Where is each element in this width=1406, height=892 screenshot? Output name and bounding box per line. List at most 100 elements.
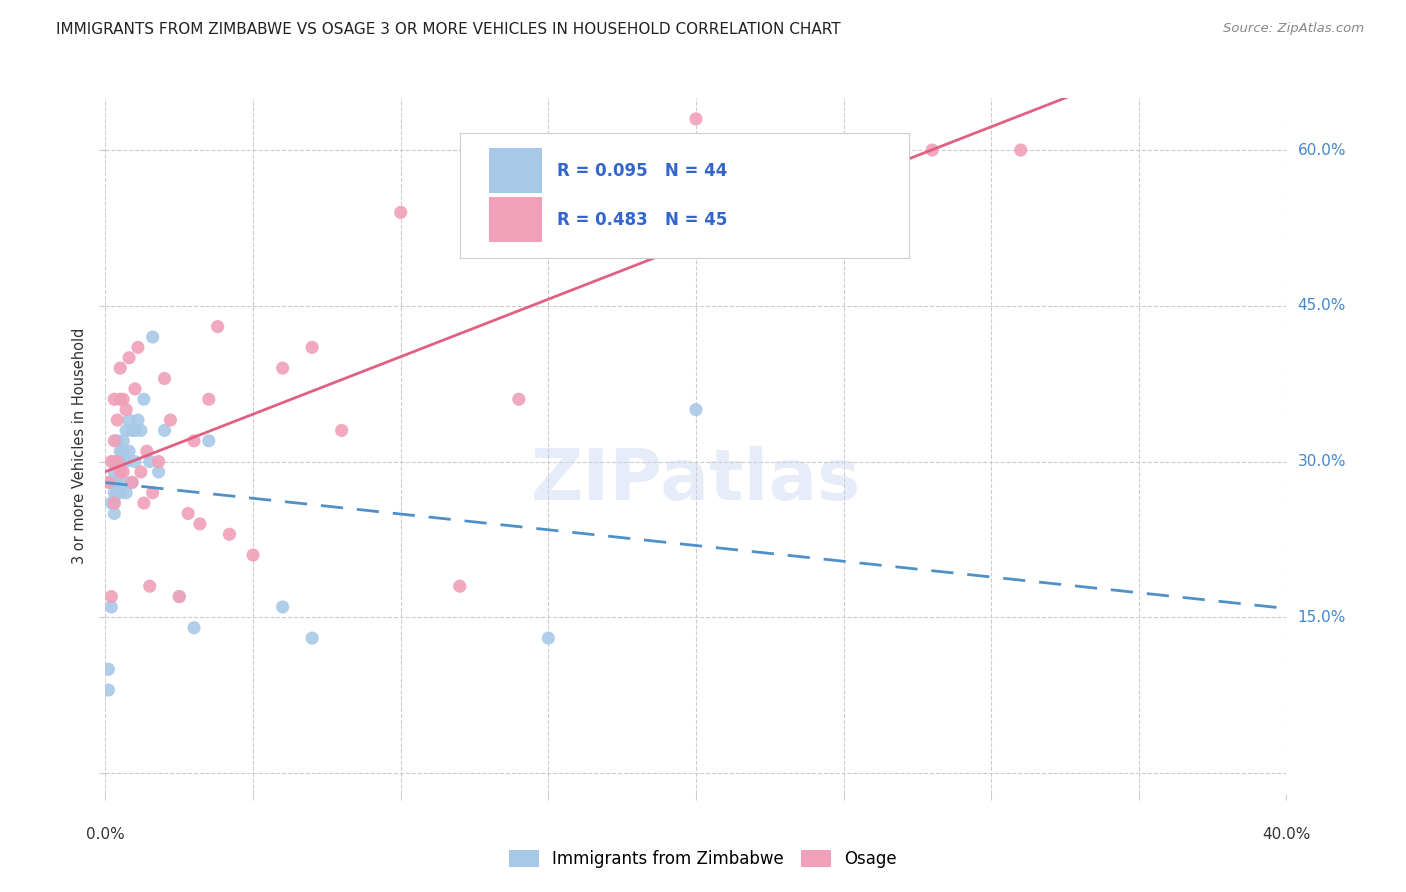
Point (124, 454, 146, 468)
Point (103, 507, 125, 521)
Point (153, 424, 176, 438)
Point (188, 516, 211, 531)
Point (330, 424, 353, 438)
Point (103, 496, 125, 510)
Point (124, 382, 146, 396)
Point (115, 402, 138, 417)
Point (112, 434, 135, 448)
Point (105, 454, 128, 468)
Point (110, 392, 132, 407)
Point (685, 402, 707, 417)
Point (103, 392, 125, 407)
Point (138, 454, 160, 468)
Point (118, 444, 141, 458)
Point (177, 507, 200, 521)
Point (301, 340, 323, 354)
Point (508, 392, 530, 407)
Text: Source: ZipAtlas.com: Source: ZipAtlas.com (1223, 22, 1364, 36)
Point (121, 475, 143, 490)
Point (100, 599, 122, 614)
Legend: Immigrants from Zimbabwe, Osage: Immigrants from Zimbabwe, Osage (502, 843, 904, 875)
Point (127, 340, 149, 354)
Point (148, 454, 170, 468)
Point (110, 465, 132, 479)
Point (197, 434, 219, 448)
Point (271, 599, 294, 614)
Point (112, 465, 135, 479)
Point (110, 444, 132, 458)
Text: 30.0%: 30.0% (1298, 454, 1346, 469)
Point (159, 413, 181, 427)
Text: 45.0%: 45.0% (1298, 298, 1346, 313)
Point (110, 485, 132, 500)
Point (100, 590, 122, 604)
Y-axis label: 3 or more Vehicles in Household: 3 or more Vehicles in Household (72, 328, 87, 564)
Point (121, 475, 143, 490)
Point (105, 454, 128, 468)
Point (105, 434, 128, 448)
Point (100, 475, 122, 490)
Point (129, 465, 152, 479)
Point (103, 485, 125, 500)
Point (803, 143, 825, 157)
Point (105, 413, 128, 427)
Point (129, 424, 152, 438)
Point (115, 485, 138, 500)
Point (135, 444, 157, 458)
Point (197, 392, 219, 407)
Point (103, 496, 125, 510)
Point (169, 590, 191, 604)
Point (169, 590, 191, 604)
Point (103, 454, 125, 468)
Text: 40.0%: 40.0% (1263, 827, 1310, 842)
Point (105, 475, 128, 490)
Point (142, 485, 165, 500)
Point (271, 361, 294, 376)
Text: IMMIGRANTS FROM ZIMBABWE VS OSAGE 3 OR MORE VEHICLES IN HOUSEHOLD CORRELATION CH: IMMIGRANTS FROM ZIMBABWE VS OSAGE 3 OR M… (56, 22, 841, 37)
Point (112, 475, 135, 490)
Point (1010, 143, 1032, 157)
Point (132, 392, 155, 407)
Point (121, 424, 143, 438)
Text: R = 0.095   N = 44: R = 0.095 N = 44 (557, 161, 727, 179)
Text: R = 0.483   N = 45: R = 0.483 N = 45 (557, 211, 727, 228)
FancyBboxPatch shape (489, 197, 543, 243)
Point (110, 361, 132, 376)
Point (110, 465, 132, 479)
Point (100, 496, 122, 510)
Point (97, 662, 120, 676)
Text: ZIPatlas: ZIPatlas (531, 446, 860, 516)
FancyBboxPatch shape (489, 148, 543, 194)
Point (112, 444, 135, 458)
Point (118, 351, 141, 365)
Point (301, 631, 323, 645)
Point (142, 330, 165, 344)
Point (389, 205, 412, 219)
Point (242, 548, 264, 562)
Point (537, 631, 560, 645)
Point (115, 454, 138, 468)
Point (105, 485, 128, 500)
Point (148, 465, 170, 479)
Point (110, 454, 132, 468)
FancyBboxPatch shape (460, 133, 908, 258)
Point (218, 527, 240, 541)
Point (685, 112, 707, 126)
Point (97, 475, 120, 490)
Text: 0.0%: 0.0% (86, 827, 125, 842)
Point (138, 579, 160, 593)
Point (100, 454, 122, 468)
Point (153, 371, 176, 385)
Point (132, 496, 155, 510)
Point (97, 683, 120, 698)
Point (124, 424, 146, 438)
Point (183, 434, 205, 448)
Point (127, 413, 149, 427)
Text: 15.0%: 15.0% (1298, 610, 1346, 624)
Point (118, 413, 141, 427)
Point (112, 392, 135, 407)
Point (183, 621, 205, 635)
Point (103, 434, 125, 448)
Point (115, 424, 138, 438)
Point (567, 185, 589, 199)
